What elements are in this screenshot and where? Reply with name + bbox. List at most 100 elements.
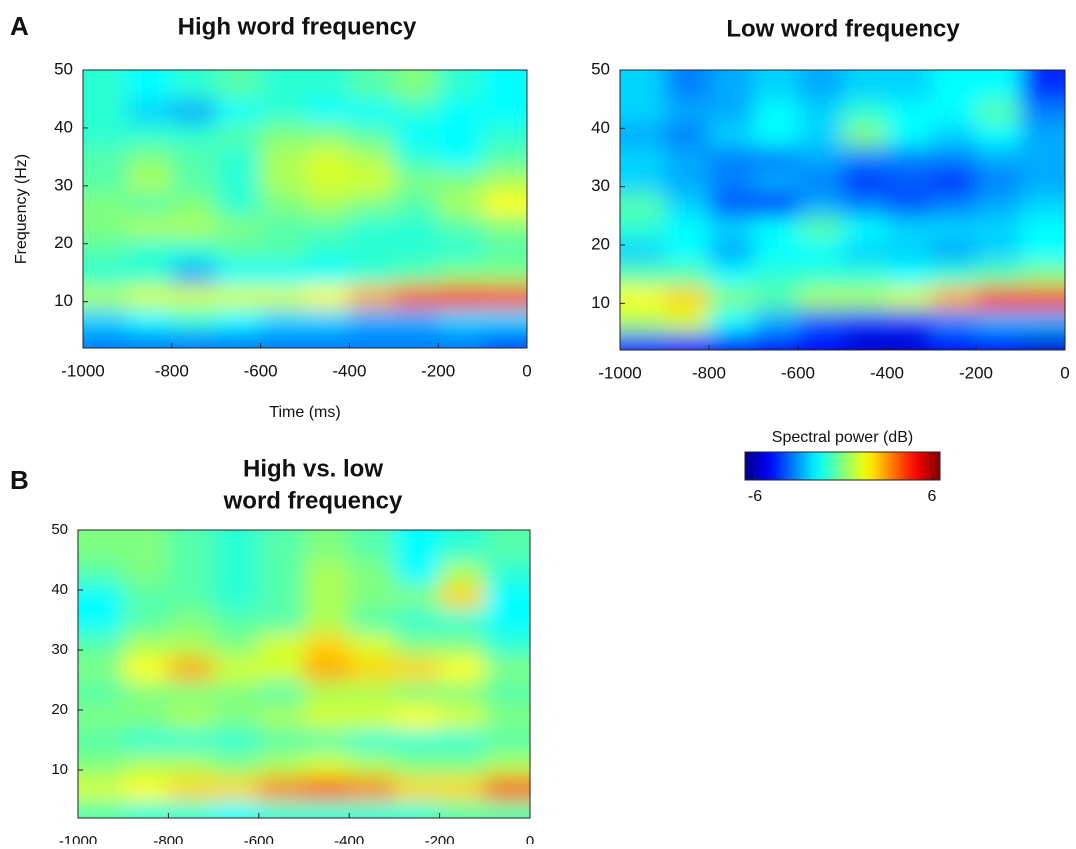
heatmap-cell: [590, 193, 666, 217]
heatmap-cell: [438, 307, 483, 331]
heatmap-cell: [843, 239, 889, 263]
heatmap-cell: [349, 656, 395, 681]
heatmap-cell: [754, 263, 800, 287]
heatmap-cell: [259, 560, 305, 585]
heatmap-cell: [305, 168, 350, 192]
heatmap-cell: [127, 238, 172, 262]
heatmap-cell: [304, 632, 350, 657]
heatmap-cell: [394, 168, 439, 192]
heatmap-cell: [214, 680, 260, 705]
heatmap-cell: [168, 560, 214, 585]
heatmap-cell: [48, 776, 124, 801]
heatmap-cell: [976, 309, 1022, 333]
heatmap-cell: [485, 800, 561, 844]
heatmap-cell: [798, 216, 844, 240]
heatmap-cell: [261, 145, 306, 169]
heatmap-cell: [798, 193, 844, 217]
heatmap-cell: [754, 239, 800, 263]
heatmap-cell: [976, 193, 1022, 217]
heatmap-cell: [349, 145, 394, 169]
heatmap-cell: [976, 99, 1022, 123]
heatmap-cell: [394, 728, 440, 753]
heatmap-cell: [665, 216, 711, 240]
heatmap-cell: [349, 168, 394, 192]
heatmap-cell: [754, 169, 800, 193]
heatmap-cell: [754, 216, 800, 240]
heatmap-cell: [976, 239, 1022, 263]
heatmap-cell: [932, 239, 978, 263]
heatmap-cell: [440, 632, 486, 657]
y-tick-label: 20: [591, 234, 610, 253]
heatmap-cell: [932, 146, 978, 170]
heatmap-cell: [214, 728, 260, 753]
x-tick-label: -400: [332, 361, 366, 380]
heatmap-cell: [485, 632, 561, 657]
heatmap-cell: [304, 608, 350, 633]
heatmap-cell: [440, 752, 486, 777]
heatmap-cell: [798, 123, 844, 147]
heatmap-cell: [394, 145, 439, 169]
heatmap-cell: [127, 168, 172, 192]
heatmap-cell: [349, 122, 394, 146]
heatmap-cell: [932, 169, 978, 193]
heatmap-cell: [127, 284, 172, 308]
heatmap-cell: [172, 215, 217, 239]
heatmap-cell: [709, 286, 755, 310]
heatmap-cell: [349, 776, 395, 801]
heatmap-cell: [1021, 169, 1076, 193]
heatmap-cell: [123, 656, 169, 681]
heatmap-cell: [123, 560, 169, 585]
heatmap-cell: [932, 99, 978, 123]
heatmap-cell: [976, 146, 1022, 170]
heatmap-cell: [127, 192, 172, 216]
heatmap-cell: [261, 238, 306, 262]
heatmap-cell: [172, 284, 217, 308]
heatmap-cell: [438, 99, 483, 123]
heatmap-cell: [843, 309, 889, 333]
x-tick-label: -400: [870, 363, 904, 382]
x-tick-label: -400: [334, 833, 364, 844]
heatmap-cell: [665, 123, 711, 147]
heatmap-cell: [843, 99, 889, 123]
heatmap-cell: [305, 261, 350, 285]
heatmap-cell: [932, 286, 978, 310]
heatmap-cell: [349, 238, 394, 262]
heatmap-cell: [172, 261, 217, 285]
heatmap-cell: [214, 704, 260, 729]
heatmap-cell: [483, 238, 558, 262]
heatmap-cell: [349, 680, 395, 705]
heatmap-cell: [709, 169, 755, 193]
heatmap-cell: [349, 704, 395, 729]
heatmap-cell: [168, 776, 214, 801]
heatmap-cell: [1021, 99, 1076, 123]
heatmap-cell: [349, 261, 394, 285]
heatmap-cell: [259, 752, 305, 777]
heatmap-cells: [590, 40, 1076, 381]
heatmap-cell: [798, 309, 844, 333]
heatmap-cell: [259, 584, 305, 609]
heatmap-cell: [216, 99, 261, 123]
heatmap-cell: [976, 263, 1022, 287]
heatmap-cell: [394, 307, 439, 331]
heatmap-cells: [53, 40, 558, 379]
y-tick-label: 50: [51, 521, 68, 538]
y-tick-label: 20: [54, 233, 73, 252]
heatmap-cell: [483, 307, 558, 331]
x-tick-label: -1000: [61, 361, 104, 380]
heatmap-cell: [349, 584, 395, 609]
heatmap-cell: [485, 608, 561, 633]
colorbar-tick-label: -6: [748, 488, 762, 505]
heatmap-cell: [349, 752, 395, 777]
heatmap-cell: [709, 309, 755, 333]
heatmap-cell: [214, 632, 260, 657]
heatmap-cell: [305, 238, 350, 262]
heatmap-cell: [259, 728, 305, 753]
colorbar-tick-label: 6: [928, 488, 937, 505]
heatmap-cell: [798, 169, 844, 193]
heatmap-cell: [843, 193, 889, 217]
heatmap-cell: [394, 284, 439, 308]
heatmap-cell: [349, 608, 395, 633]
heatmap-cell: [261, 192, 306, 216]
heatmap-cell: [394, 680, 440, 705]
heatmap-cell: [259, 680, 305, 705]
